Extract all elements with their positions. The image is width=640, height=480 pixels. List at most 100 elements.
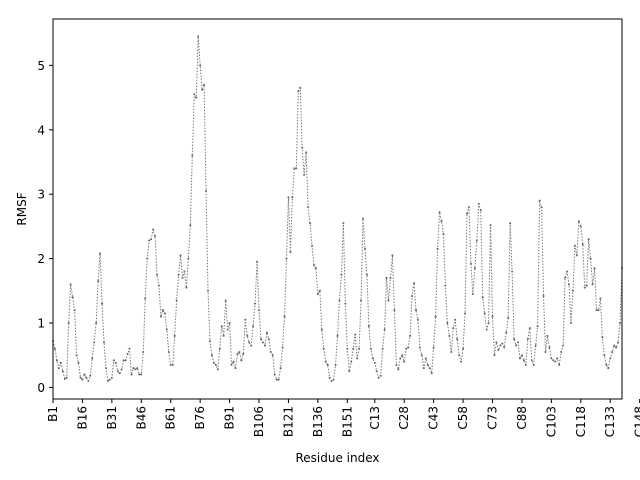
data-point	[159, 315, 162, 318]
data-point	[207, 289, 209, 292]
x-tick-label: C133	[603, 406, 617, 437]
data-point	[471, 293, 474, 296]
y-tick-label: 1	[37, 317, 45, 331]
data-point	[350, 360, 353, 363]
data-point	[568, 283, 571, 286]
data-point	[605, 363, 608, 366]
y-tick-label: 3	[37, 188, 45, 202]
data-point	[263, 344, 266, 347]
data-point	[517, 341, 520, 344]
data-point	[475, 239, 478, 242]
data-point	[238, 350, 241, 353]
data-point	[473, 267, 476, 270]
data-point	[583, 286, 586, 289]
data-point	[334, 363, 337, 366]
data-point	[397, 368, 400, 371]
data-point	[362, 217, 365, 220]
data-point	[554, 360, 557, 363]
data-point	[593, 267, 596, 270]
data-point	[175, 299, 178, 302]
data-point	[489, 224, 492, 227]
y-tick-label: 0	[37, 381, 45, 395]
data-point	[261, 341, 264, 344]
data-point	[550, 357, 553, 360]
data-point	[118, 372, 121, 375]
data-point	[214, 363, 217, 366]
x-tick-label: B46	[134, 406, 148, 430]
data-point	[456, 338, 459, 341]
data-point	[536, 325, 539, 328]
data-point	[208, 340, 211, 343]
y-ticks: 0 1 2 3 4 5	[37, 59, 53, 395]
data-point	[326, 363, 329, 366]
data-point	[259, 338, 262, 341]
data-point	[318, 289, 321, 292]
data-point	[548, 346, 551, 349]
data-point	[434, 315, 437, 318]
data-point	[138, 373, 141, 376]
data-point	[108, 378, 111, 381]
data-point	[466, 212, 468, 215]
data-point	[230, 363, 233, 366]
data-point	[71, 296, 74, 299]
data-point	[546, 334, 549, 337]
data-point	[544, 350, 547, 353]
data-point	[438, 211, 441, 214]
data-point	[314, 267, 317, 270]
data-point	[395, 363, 398, 366]
data-point	[128, 347, 131, 350]
data-point	[256, 260, 259, 263]
data-point	[91, 357, 94, 360]
data-point	[309, 222, 312, 225]
data-point	[305, 151, 308, 154]
data-point	[348, 370, 351, 373]
data-point	[369, 347, 372, 350]
x-tick-label: B91	[223, 406, 237, 430]
data-point	[212, 361, 215, 364]
data-point	[340, 273, 343, 276]
x-tick-label: C43	[427, 406, 441, 430]
data-point	[169, 363, 172, 366]
data-point	[414, 309, 417, 312]
data-point	[403, 360, 406, 363]
data-point	[440, 220, 443, 223]
data-point	[448, 334, 451, 337]
x-tick-label: C118	[574, 406, 588, 437]
data-point	[428, 367, 431, 370]
data-point	[244, 318, 247, 321]
data-point	[393, 309, 396, 312]
data-point	[505, 331, 508, 334]
data-point	[77, 361, 80, 364]
data-point	[110, 376, 113, 379]
data-point	[183, 270, 186, 273]
series-layer	[52, 35, 623, 383]
data-point	[99, 252, 102, 255]
data-point	[285, 257, 288, 260]
data-point	[454, 318, 457, 321]
x-tick-label: B136	[311, 406, 325, 437]
data-point	[152, 228, 155, 231]
data-point	[124, 359, 127, 362]
data-point	[210, 354, 213, 357]
data-point	[185, 286, 188, 289]
data-point	[216, 368, 219, 371]
data-point	[161, 309, 164, 312]
data-point	[501, 342, 504, 345]
data-point	[617, 341, 620, 344]
data-point	[575, 254, 578, 257]
data-point	[344, 302, 347, 305]
data-point	[556, 357, 559, 360]
rmsf-series-line	[52, 36, 623, 383]
data-point	[383, 328, 386, 331]
data-point	[154, 235, 157, 238]
data-point	[360, 299, 363, 302]
data-point	[106, 379, 109, 382]
data-point	[155, 273, 158, 276]
data-point	[485, 328, 488, 331]
data-point	[611, 350, 614, 353]
data-point	[371, 357, 374, 360]
data-point	[411, 294, 414, 297]
x-tick-label: B1	[46, 406, 60, 422]
data-point	[85, 376, 88, 379]
data-point	[199, 64, 202, 67]
